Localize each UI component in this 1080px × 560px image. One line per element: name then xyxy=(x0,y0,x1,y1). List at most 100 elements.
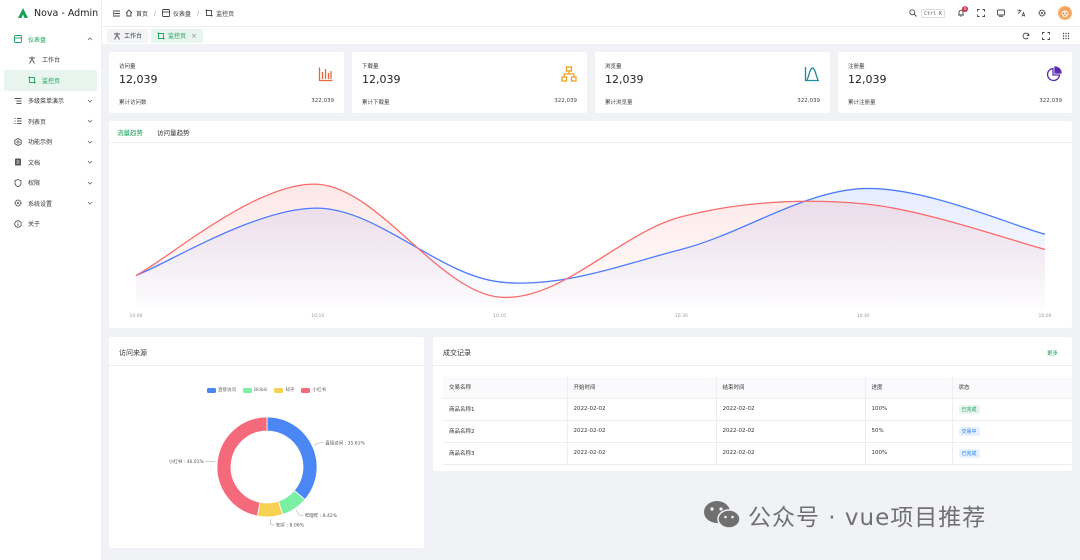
search-shortcut: Ctrl K xyxy=(920,8,945,18)
stat-foot-label: 累计浏览量 xyxy=(605,100,633,106)
more-link[interactable]: 更多 xyxy=(1046,351,1058,357)
deal-end: 2022-02-02 xyxy=(716,420,866,443)
column-header: 开始时间 xyxy=(567,377,717,399)
avatar[interactable] xyxy=(1058,6,1072,20)
sidebar-item-demo[interactable]: 功能示例 xyxy=(0,132,101,153)
table-row[interactable]: 商品名称1 2022-02-02 2022-02-02 100% 已完成 xyxy=(443,398,1072,421)
wechat-icon xyxy=(704,501,741,529)
table-row[interactable]: 商品名称2 2022-02-02 2022-02-02 50% 交易中 xyxy=(443,420,1072,443)
sidebar-item-workbench[interactable]: 工作台 xyxy=(0,50,101,71)
legend-swatch xyxy=(207,387,217,393)
stat-title: 下载量 xyxy=(362,64,379,70)
breadcrumb-separator: / xyxy=(154,9,157,17)
refresh-icon[interactable] xyxy=(1022,32,1030,40)
tab-workbench[interactable]: 工作台 xyxy=(107,28,149,43)
chevron-down-icon xyxy=(87,181,93,185)
status-badge: 已完成 xyxy=(958,448,980,458)
docs-icon xyxy=(14,158,24,166)
breadcrumb-monitor[interactable]: 监控页 xyxy=(216,10,235,18)
chevron-down-icon xyxy=(87,119,93,123)
stat-foot-value: 322,039 xyxy=(554,98,577,104)
pie-slice[interactable] xyxy=(266,416,318,501)
trend-card: 流量趋势 访问量趋势 10:00 10:10 10:10 10:30 10:40 10:0… xyxy=(109,121,1072,328)
tab-visit-trend[interactable]: 访问量趋势 xyxy=(157,129,190,137)
x-tick-label: 10:10 xyxy=(311,314,325,319)
series-line-red[interactable] xyxy=(135,183,1046,298)
search-icon xyxy=(909,9,917,17)
legend-label: 知乎 xyxy=(285,388,295,393)
stat-value: 12,039 xyxy=(362,73,401,86)
sidebar-item-docs[interactable]: 文档 xyxy=(0,152,101,173)
legend-item[interactable]: 直接访问 xyxy=(207,387,236,393)
close-icon[interactable]: × xyxy=(191,31,197,40)
chevron-down-icon xyxy=(87,201,93,205)
workbench-icon xyxy=(114,32,120,40)
menu-fold-icon[interactable] xyxy=(112,9,121,18)
legend-item[interactable]: 小红书 xyxy=(301,387,326,393)
sidebar-item-label: 工作台 xyxy=(42,57,61,65)
watermark-text: 公众号 · vue项目推荐 xyxy=(748,505,987,531)
pie-label-line xyxy=(205,461,216,463)
line-chart-icon xyxy=(804,67,819,82)
nova-logo-icon xyxy=(18,8,28,18)
pie-data-label: 直接访问 : 35.61% xyxy=(325,439,365,446)
sidebar-item-multilevel-menu[interactable]: 多级菜单演示 xyxy=(0,91,101,112)
sidebar-item-label: 功能示例 xyxy=(28,139,53,147)
maximize-icon[interactable] xyxy=(1042,31,1050,40)
home-icon xyxy=(125,9,133,17)
legend-item[interactable]: 知乎 xyxy=(274,387,294,393)
notification-button[interactable]: 6 xyxy=(957,6,968,17)
tab-monitor[interactable]: 监控页 × xyxy=(151,28,203,43)
breadcrumb-dashboard[interactable]: 仪表盘 xyxy=(173,10,192,18)
deal-name: 商品名称1 xyxy=(443,398,568,421)
layout-icon[interactable] xyxy=(997,9,1005,17)
settings-icon[interactable] xyxy=(1038,9,1046,17)
fullscreen-icon[interactable] xyxy=(977,9,985,17)
notification-badge: 6 xyxy=(962,6,968,12)
deals-table: 交易名称 开始时间 结束时间 进度 状态 商品名称1 2022-02-02 20… xyxy=(443,377,1072,465)
pie-data-label: 小红书 : 46.01% xyxy=(169,458,205,465)
series-line-blue[interactable] xyxy=(135,187,1046,284)
sidebar-item-permission[interactable]: 权限 xyxy=(0,173,101,194)
sidebar-item-monitor[interactable]: 监控页 xyxy=(4,70,97,91)
deal-start: 2022-02-02 xyxy=(567,442,717,465)
shield-icon xyxy=(14,178,24,187)
pie-legend: 直接访问 Bilibili 知乎 小红书 xyxy=(109,387,424,393)
chevron-down-icon xyxy=(87,140,93,144)
pie-slice[interactable] xyxy=(256,500,284,518)
deal-progress: 100% xyxy=(865,398,953,421)
pie-label-line xyxy=(270,518,275,526)
card-title: 访问来源 xyxy=(119,349,147,357)
stat-foot-label: 累计下载量 xyxy=(362,100,390,106)
sidebar-item-about[interactable]: 关于 xyxy=(0,214,101,235)
sidebar-item-label: 仪表盘 xyxy=(28,36,47,44)
legend-swatch xyxy=(243,387,253,393)
legend-item[interactable]: Bilibili xyxy=(243,387,267,393)
app-title: Nova - Admin xyxy=(34,7,99,19)
tab-label: 工作台 xyxy=(124,33,143,40)
pie-slice[interactable] xyxy=(216,416,268,517)
sidebar-item-settings[interactable]: 系统设置 xyxy=(0,193,101,214)
sidebar-item-dashboard[interactable]: 仪表盘 xyxy=(0,29,101,50)
breadcrumb-home[interactable]: 首页 xyxy=(136,10,149,18)
status-badge: 已完成 xyxy=(958,404,980,414)
column-header: 状态 xyxy=(952,377,1072,399)
column-header: 交易名称 xyxy=(443,377,568,399)
dashboard-icon xyxy=(14,35,24,44)
translate-icon[interactable] xyxy=(1017,9,1026,17)
tab-divider xyxy=(109,142,1072,143)
sidebar-item-label: 权限 xyxy=(28,180,41,188)
card-title: 成交记录 xyxy=(443,349,471,357)
stat-title: 注册量 xyxy=(848,64,865,70)
table-row[interactable]: 商品名称3 2022-02-02 2022-02-02 100% 已完成 xyxy=(443,442,1072,465)
grid-dots-icon[interactable] xyxy=(1062,32,1070,40)
sidebar-item-list[interactable]: 列表页 xyxy=(0,111,101,132)
sidebar-item-label: 多级菜单演示 xyxy=(28,98,65,106)
pie-chart-icon xyxy=(1046,66,1062,82)
search-button[interactable]: Ctrl K xyxy=(909,8,945,18)
series-area-red xyxy=(136,184,1045,308)
stat-value: 12,039 xyxy=(848,73,887,86)
monitor-icon xyxy=(157,32,165,39)
stat-foot-label: 累计注册量 xyxy=(848,100,876,106)
app-logo[interactable]: Nova - Admin xyxy=(0,0,101,26)
